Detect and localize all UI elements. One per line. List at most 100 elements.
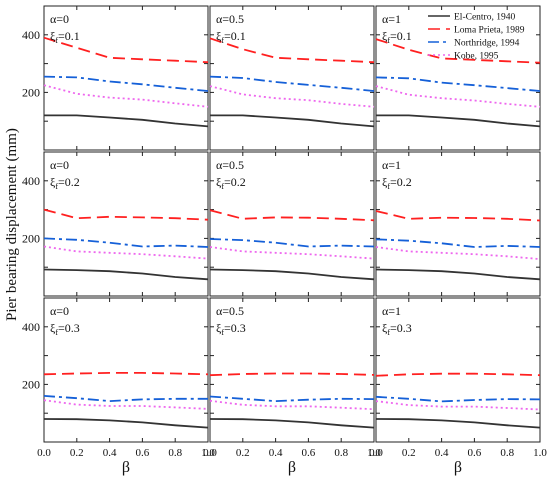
y-tick-label: 400 <box>22 28 40 42</box>
alpha-annotation: α=0 <box>50 304 69 318</box>
x-tick-label: 0.2 <box>236 447 250 459</box>
series-line-el-centro <box>44 114 209 128</box>
series-line-northridge <box>209 395 375 403</box>
x-tick-label: 1.0 <box>201 447 215 459</box>
x-tick-label: 0.4 <box>435 447 449 459</box>
x-tick-label: 1.0 <box>533 447 547 459</box>
series-line-northridge <box>209 238 375 248</box>
series-line-northridge <box>375 238 541 248</box>
xi-annotation: ξf=0.2 <box>382 175 412 191</box>
alpha-annotation: α=0.5 <box>216 304 244 318</box>
xi-annotation: ξf=0.3 <box>50 321 80 337</box>
series-line-loma-prieta <box>43 208 209 221</box>
subplot-frame <box>375 297 541 443</box>
legend-label: Kobe, 1995 <box>454 52 499 62</box>
series-line-loma-prieta <box>209 372 375 377</box>
x-tick-label: 0.4 <box>269 447 283 459</box>
xi-annotation: ξf=0.1 <box>50 29 80 45</box>
series-line-kobe <box>375 246 541 260</box>
alpha-annotation: α=1 <box>382 158 401 172</box>
x-tick-label: 0.2 <box>402 447 416 459</box>
subplot-frame <box>43 151 209 297</box>
series-line-kobe <box>43 245 209 260</box>
legend-label: Northridge, 1994 <box>454 39 520 49</box>
y-tick-label: 400 <box>22 174 40 188</box>
series-line-el-centro <box>210 114 375 128</box>
subplot-frame <box>43 5 209 151</box>
legend: El-Centro, 1940 Loma Prieta, 1989 Northrid… <box>428 13 525 62</box>
series-line-loma-prieta <box>375 372 541 377</box>
subplot-frame <box>209 297 375 443</box>
subplot-r3-c3: 0.0 0.2 0.4 0.6 0.8 1.0 α=1 ξf=0.3 β <box>369 297 547 476</box>
series-line-loma-prieta <box>209 209 375 222</box>
series-line-northridge <box>43 237 209 248</box>
alpha-annotation: α=0 <box>50 12 69 26</box>
alpha-annotation: α=0 <box>50 158 69 172</box>
x-axis-label: β <box>288 459 296 476</box>
x-tick-label: 0.6 <box>136 447 150 459</box>
subplot-r3-c2: 0.0 0.2 0.4 0.6 0.8 1.0 α=0.5 ξf=0.3 β <box>203 297 381 476</box>
x-tick-label: 0.6 <box>302 447 316 459</box>
series-line-kobe <box>209 246 375 260</box>
xi-annotation: ξf=0.2 <box>50 175 80 191</box>
series-line-el-centro <box>43 418 209 429</box>
alpha-annotation: α=1 <box>382 304 401 318</box>
series-line-kobe <box>375 400 541 411</box>
x-tick-label: 0.8 <box>334 447 348 459</box>
x-tick-label: 0.6 <box>468 447 482 459</box>
legend-label: El-Centro, 1940 <box>454 13 515 23</box>
series-line-el-centro <box>375 418 541 429</box>
series-line-northridge <box>375 76 541 92</box>
x-tick-label: 0.8 <box>500 447 514 459</box>
subplot-frame <box>209 151 375 297</box>
xi-annotation: ξf=0.2 <box>216 175 246 191</box>
xi-annotation: ξf=0.1 <box>382 29 412 45</box>
subplot-r2-c3: α=1 ξf=0.2 <box>375 151 541 297</box>
series-line-el-centro <box>209 418 375 429</box>
alpha-annotation: α=0.5 <box>216 158 244 172</box>
subplot-r3-c1: 200 400 0.0 0.2 0.4 0.6 0.8 1.0 α=0 ξf=0.3 β <box>22 297 215 476</box>
series-line-loma-prieta <box>209 37 375 64</box>
series-line-el-centro <box>43 268 209 281</box>
subplot-r1-c2: α=0.5 ξf=0.1 <box>209 5 375 151</box>
xi-annotation: ξf=0.3 <box>216 321 246 337</box>
series-line-loma-prieta <box>43 371 209 376</box>
series-line-el-centro <box>375 268 541 281</box>
subplot-frame <box>43 297 209 443</box>
subplot-r2-c2: α=0.5 ξf=0.2 <box>209 151 375 297</box>
xi-annotation: ξf=0.3 <box>382 321 412 337</box>
subplot-r2-c1: 200 400 α=0 ξf=0.2 <box>22 151 209 297</box>
series-line-northridge <box>375 395 541 403</box>
legend-label: Loma Prieta, 1989 <box>454 26 525 36</box>
x-tick-label: 0.0 <box>369 447 383 459</box>
x-tick-label: 1.0 <box>367 447 381 459</box>
series-line-kobe <box>43 399 209 410</box>
y-tick-label: 200 <box>22 85 40 99</box>
alpha-annotation: α=0.5 <box>216 12 244 26</box>
x-tick-label: 0.4 <box>103 447 117 459</box>
subplot-frame <box>209 5 375 151</box>
y-tick-label: 200 <box>22 377 40 391</box>
series-line-loma-prieta <box>43 36 209 64</box>
x-tick-label: 0.0 <box>203 447 217 459</box>
x-tick-label: 0.8 <box>168 447 182 459</box>
series-line-kobe <box>209 399 375 411</box>
subplot-r1-c3: α=1 ξf=0.1 <box>375 5 541 151</box>
x-axis-label: β <box>122 459 130 476</box>
x-tick-label: 0.0 <box>37 447 51 459</box>
series-line-loma-prieta <box>375 210 541 222</box>
series-line-northridge <box>209 75 375 92</box>
series-line-northridge <box>43 75 209 92</box>
subplot-frame <box>375 151 541 297</box>
series-line-loma-prieta <box>375 38 541 64</box>
xi-annotation: ξf=0.1 <box>216 29 246 45</box>
series-line-northridge <box>43 395 208 403</box>
subplot-r1-c1: 200 400 α=0 ξf=0.1 <box>22 5 209 151</box>
x-tick-label: 0.2 <box>70 447 84 459</box>
y-tick-label: 200 <box>22 231 40 245</box>
y-tick-label: 400 <box>22 320 40 334</box>
x-axis-label: β <box>454 459 462 476</box>
series-line-el-centro <box>209 268 375 281</box>
alpha-annotation: α=1 <box>382 12 401 26</box>
